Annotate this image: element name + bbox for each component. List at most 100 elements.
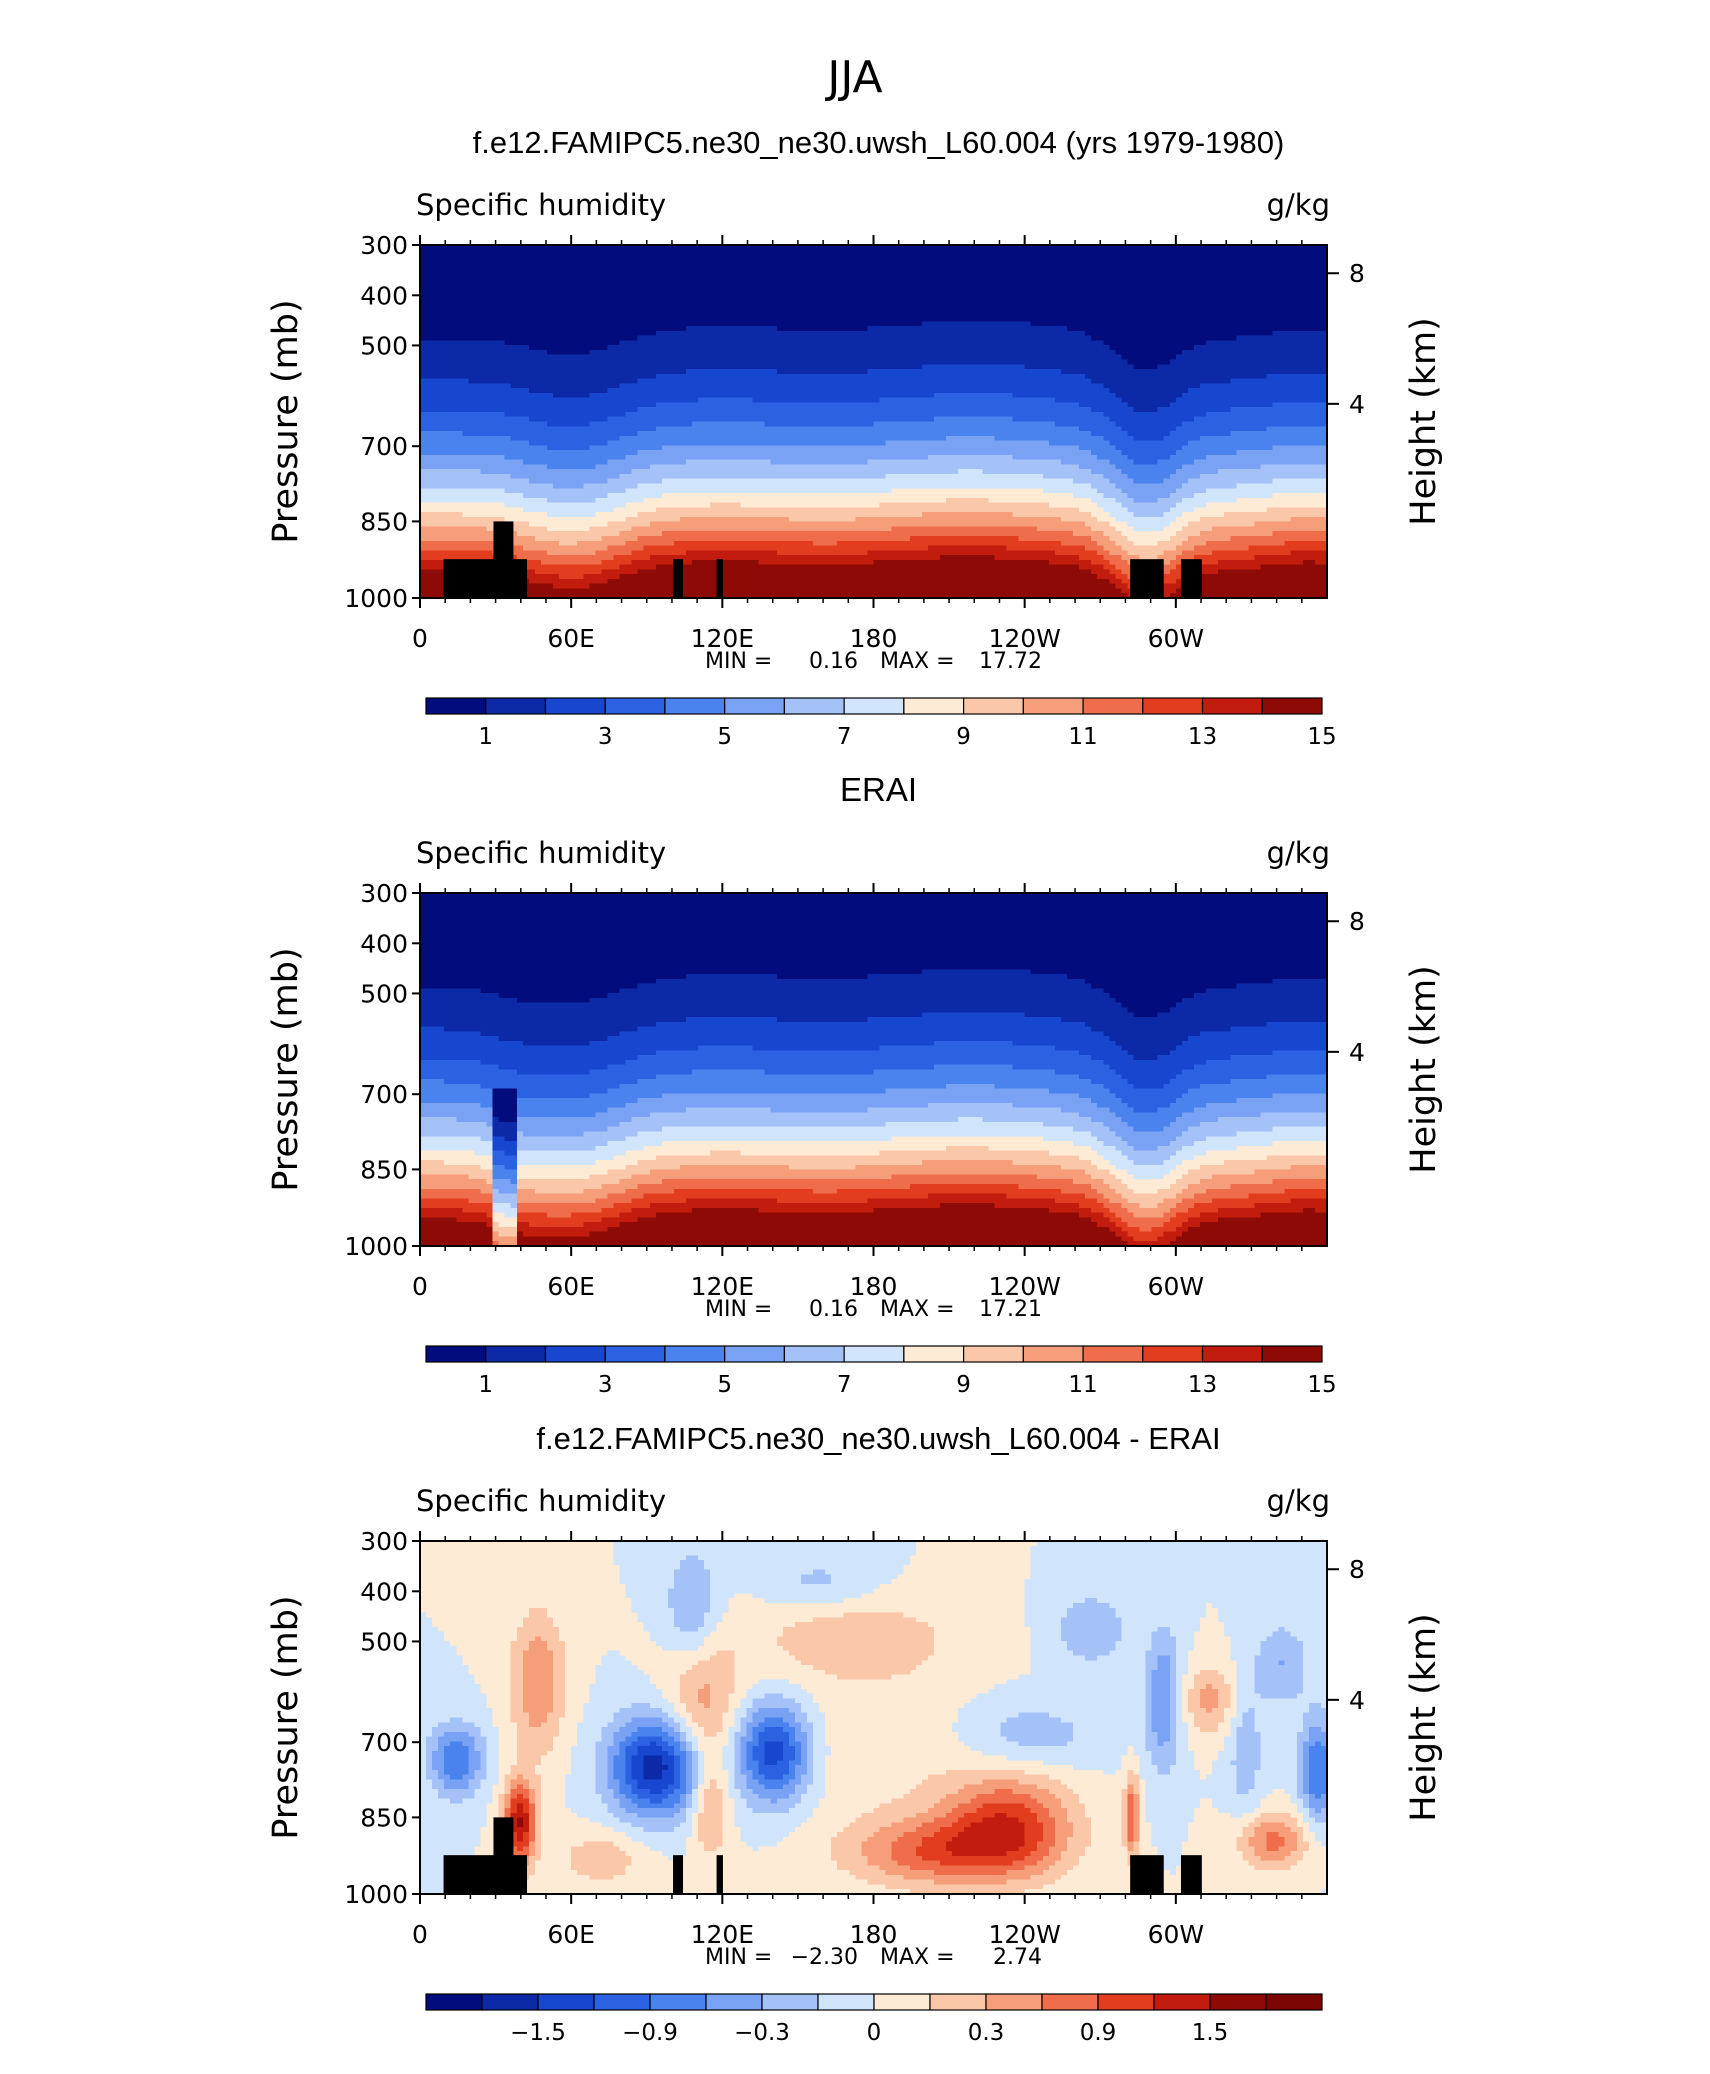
colorbar: 1 3 5 7 9 11 13 15 <box>425 1345 1337 1398</box>
colorbar-swatch <box>485 697 547 715</box>
max-value: 2.74 <box>993 1945 1042 1970</box>
min-label: MIN = <box>705 1945 772 1970</box>
units-label: g/kg <box>1267 188 1330 222</box>
min-label: MIN = <box>705 649 772 674</box>
y-axis-title: Pressure (mb) <box>266 299 306 543</box>
terrain-block <box>1130 1855 1164 1894</box>
colorbar-swatch <box>903 1345 965 1363</box>
colorbar-swatch <box>783 697 845 715</box>
y-tick-label: 700 <box>360 1080 408 1109</box>
x-tick-label: 120W <box>988 1920 1060 1949</box>
min-value: 0.16 <box>809 1297 858 1322</box>
x-tick-label: 120E <box>691 624 755 653</box>
y-tick-label: 400 <box>360 929 408 958</box>
max-label: MAX = <box>880 1945 955 1970</box>
colorbar-swatch <box>761 1993 819 2011</box>
colorbar-label: 11 <box>1068 1372 1097 1398</box>
colorbar-swatch <box>724 697 786 715</box>
x-tick-label: 120E <box>691 1272 755 1301</box>
colorbar-swatch <box>544 1345 606 1363</box>
terrain-block <box>1130 559 1164 598</box>
variable-label: Specific humidity <box>416 1484 666 1518</box>
y-tick-label: 850 <box>360 1803 408 1832</box>
terrain-block <box>1180 559 1202 598</box>
y-tick-label: 400 <box>360 281 408 310</box>
colorbar-swatch <box>705 1993 763 2011</box>
min-value: 0.16 <box>809 649 858 674</box>
x-tick-label: 180 <box>850 1920 898 1949</box>
colorbar-swatch <box>903 697 965 715</box>
colorbar-swatch <box>873 1993 931 2011</box>
colorbar-swatch <box>1022 1345 1084 1363</box>
colorbar: −1.5 −0.9 −0.3 0 0.3 0.9 1.5 <box>425 1993 1323 2046</box>
y2-tick-label: 4 <box>1349 1038 1365 1067</box>
variable-label: Specific humidity <box>416 188 666 222</box>
contour-field <box>420 1541 1328 1895</box>
colorbar-label: 7 <box>837 724 852 750</box>
y-tick-label: 700 <box>360 432 408 461</box>
colorbar-swatch <box>649 1993 707 2011</box>
colorbar-swatch <box>604 1345 666 1363</box>
variable-label: Specific humidity <box>416 836 666 870</box>
terrain-block <box>493 521 514 563</box>
colorbar-swatch <box>843 1345 905 1363</box>
colorbar-swatch <box>485 1345 547 1363</box>
colorbar-swatch <box>1082 697 1144 715</box>
colorbar-label: 7 <box>837 1372 852 1398</box>
colorbar-swatch <box>1209 1993 1267 2011</box>
panel-1: f.e12.FAMIPC5.ne30_ne30.uwsh_L60.004 (yr… <box>266 125 1444 750</box>
colorbar-swatch <box>593 1993 651 2011</box>
terrain-mask <box>443 1817 1202 1894</box>
x-tick-label: 60E <box>547 624 595 653</box>
colorbar-label: 1 <box>478 1372 493 1398</box>
colorbar-label: 13 <box>1188 1372 1217 1398</box>
terrain-block <box>716 559 723 598</box>
x-tick-label: 120W <box>988 624 1060 653</box>
colorbar-swatch <box>724 1345 786 1363</box>
x-tick-label: 60W <box>1148 624 1205 653</box>
y2-axis-title: Height (km) <box>1404 317 1444 526</box>
x-tick-label: 60W <box>1148 1272 1205 1301</box>
x-tick-label: 0 <box>412 624 428 653</box>
colorbar-swatch <box>425 1993 483 2011</box>
max-label: MAX = <box>880 649 955 674</box>
max-value: 17.72 <box>979 649 1042 674</box>
x-tick-label: 120E <box>691 1920 755 1949</box>
colorbar-swatch <box>664 697 726 715</box>
colorbar-swatch <box>544 697 606 715</box>
y-tick-label: 300 <box>360 879 408 908</box>
colorbar-swatch <box>962 1345 1024 1363</box>
x-tick-label: 60E <box>547 1272 595 1301</box>
terrain-block <box>443 559 528 598</box>
colorbar-swatch <box>817 1993 875 2011</box>
colorbar-label: 0 <box>867 2020 882 2046</box>
min-value: −2.30 <box>791 1945 858 1970</box>
x-tick-label: 180 <box>850 1272 898 1301</box>
y2-axis-title: Height (km) <box>1404 1613 1444 1822</box>
y-tick-label: 1000 <box>344 1232 408 1261</box>
panel-title: f.e12.FAMIPC5.ne30_ne30.uwsh_L60.004 (yr… <box>473 125 1285 160</box>
colorbar-swatch <box>985 1993 1043 2011</box>
terrain-block <box>443 1855 528 1894</box>
max-value: 17.21 <box>979 1297 1042 1322</box>
y-tick-label: 500 <box>360 979 408 1008</box>
colorbar-swatch <box>1041 1993 1099 2011</box>
contour-field <box>420 245 1328 599</box>
terrain-block <box>673 559 684 598</box>
colorbar-swatch <box>1201 697 1263 715</box>
y-tick-label: 500 <box>360 331 408 360</box>
contour-field <box>420 893 1328 1247</box>
x-tick-label: 120W <box>988 1272 1060 1301</box>
colorbar-label: 15 <box>1307 1372 1336 1398</box>
colorbar-label: 3 <box>598 1372 613 1398</box>
colorbar-swatch <box>1261 1345 1323 1363</box>
colorbar-label: 11 <box>1068 724 1097 750</box>
terrain-block <box>493 1817 514 1859</box>
colorbar-swatch <box>664 1345 726 1363</box>
colorbar-swatch <box>1265 1993 1323 2011</box>
colorbar-swatch <box>604 697 666 715</box>
colorbar-swatch <box>1142 1345 1204 1363</box>
colorbar-swatch <box>1097 1993 1155 2011</box>
y-tick-label: 850 <box>360 1155 408 1184</box>
